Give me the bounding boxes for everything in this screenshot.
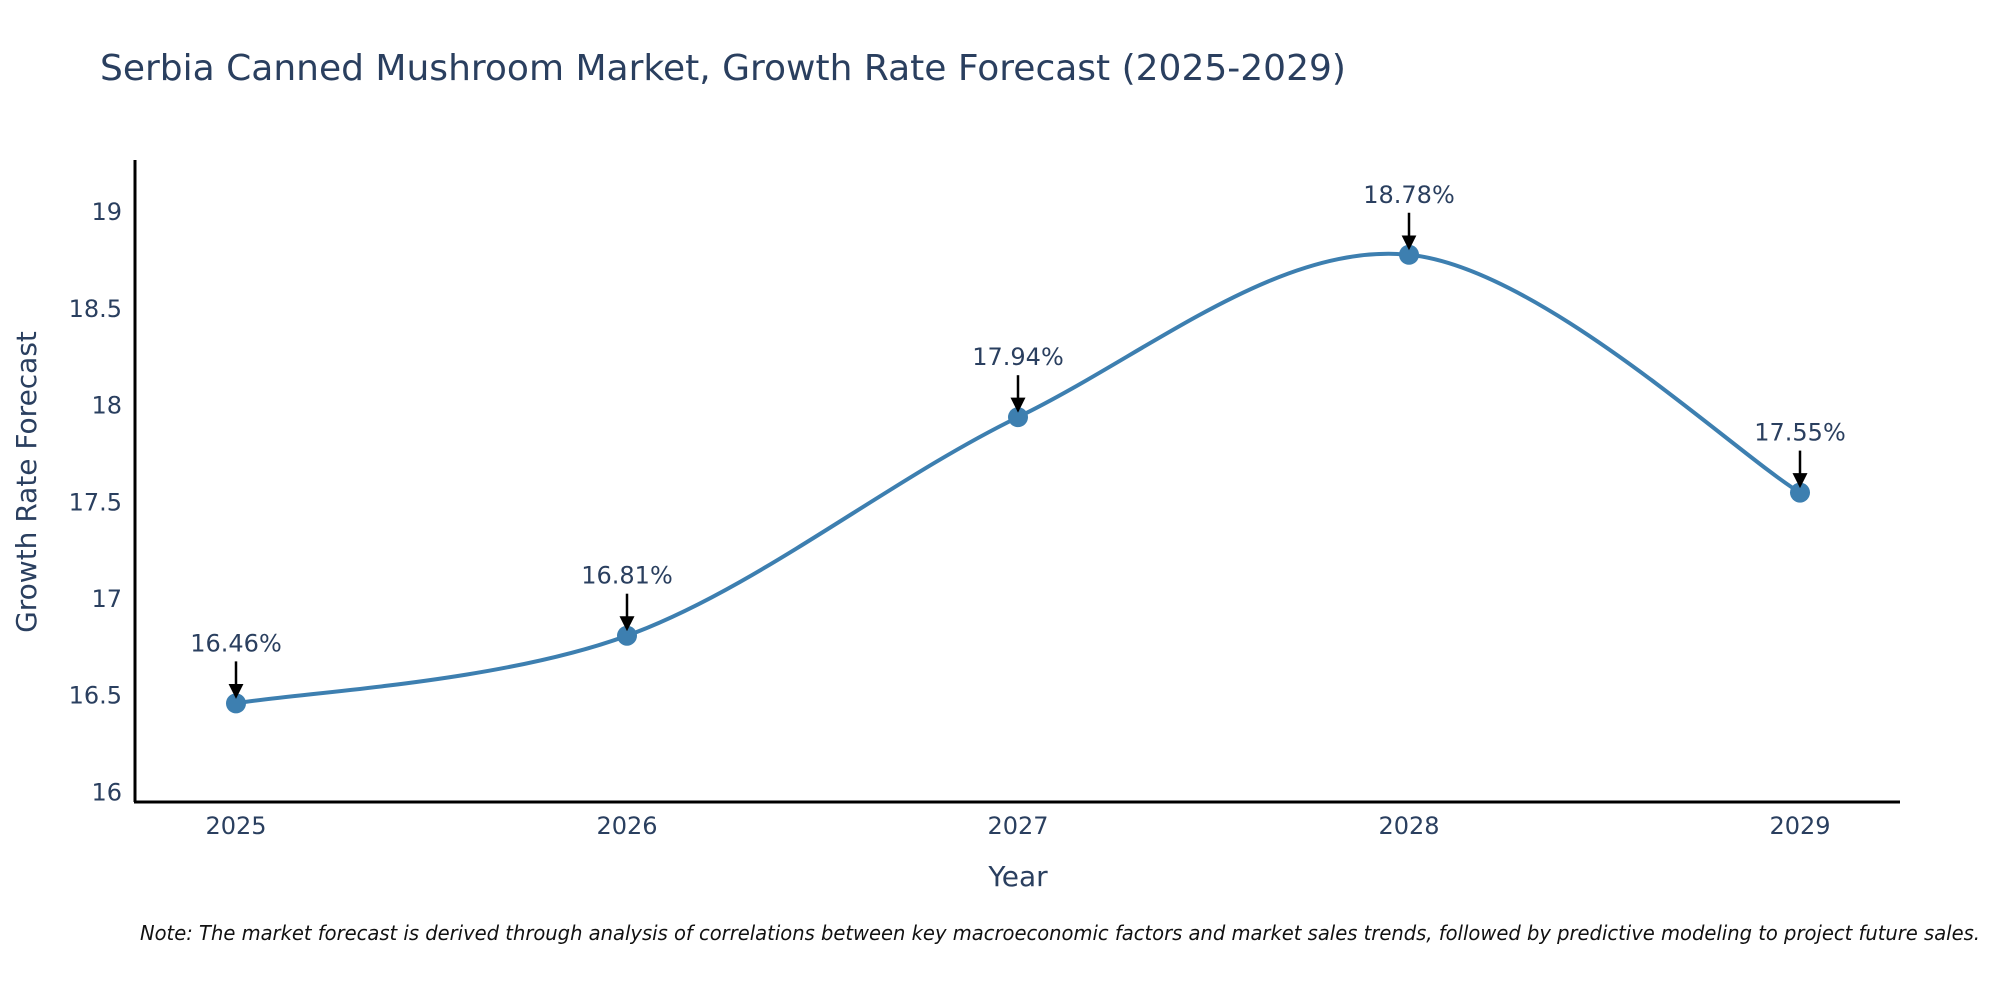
x-tick-label: 2028	[1378, 812, 1439, 840]
x-axis-ticks: 2025 2026 2027 2028 2029	[205, 812, 1830, 840]
x-tick-label: 2026	[596, 812, 657, 840]
x-tick-label: 2029	[1769, 812, 1830, 840]
data-label: 17.55%	[1754, 419, 1846, 447]
y-tick-label: 18.5	[69, 295, 122, 323]
x-axis-title: Year	[987, 860, 1048, 893]
y-tick-label: 16	[91, 778, 122, 806]
x-tick-label: 2027	[987, 812, 1048, 840]
series-line	[234, 251, 1802, 706]
footnote: Note: The market forecast is derived thr…	[140, 921, 1980, 945]
data-label: 16.81%	[581, 562, 673, 590]
data-point-marker	[1399, 244, 1419, 265]
x-tick-label: 2025	[205, 812, 266, 840]
data-annotations: 16.46% 16.81% 17.94% 18.78% 17.55%	[190, 181, 1846, 699]
y-tick-label: 18	[91, 392, 122, 420]
y-tick-label: 17.5	[69, 488, 122, 516]
data-label: 16.46%	[190, 629, 282, 657]
data-point-marker	[1790, 482, 1810, 503]
data-point-marker	[226, 693, 246, 714]
data-markers	[226, 244, 1810, 714]
data-label: 17.94%	[972, 343, 1064, 371]
y-tick-label: 19	[91, 198, 122, 226]
y-tick-label: 17	[91, 585, 122, 613]
data-point-marker	[617, 625, 637, 646]
y-axis-ticks: 16 16.5 17 17.5 18 18.5 19	[69, 198, 122, 806]
y-tick-label: 16.5	[69, 682, 122, 710]
chart-title: Serbia Canned Mushroom Market, Growth Ra…	[100, 48, 1346, 89]
y-axis-title: Growth Rate Forecast	[10, 331, 43, 633]
data-point-marker	[1008, 407, 1028, 428]
data-label: 18.78%	[1363, 181, 1455, 209]
